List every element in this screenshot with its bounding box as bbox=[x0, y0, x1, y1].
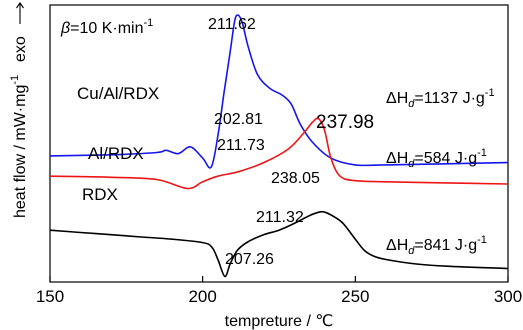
plot-frame bbox=[49, 4, 509, 283]
enthalpy-cu-al-rdx: ΔHd=1137 J·g-1 bbox=[386, 87, 495, 110]
x-axis-ticks: 150 200 250 300 bbox=[36, 276, 522, 306]
series-line-rdx bbox=[49, 210, 509, 278]
exo-label-group: exo bbox=[12, 36, 29, 62]
series-label-al-rdx: Al/RDX bbox=[88, 144, 144, 163]
exo-arrow-icon bbox=[16, 2, 24, 24]
series-label-cu-al-rdx: Cu/Al/RDX bbox=[77, 84, 159, 103]
peak-label-211-73: 211.73 bbox=[217, 137, 265, 154]
x-axis-title: tempreture / ℃ bbox=[225, 313, 334, 330]
rate-sup: -1 bbox=[144, 17, 154, 29]
peak-label-237-98: 237.98 bbox=[316, 112, 374, 133]
y-axis-title: heat flow / mW·mg-1 bbox=[9, 75, 29, 218]
series-lines bbox=[49, 14, 509, 278]
x-tick-label-150: 150 bbox=[36, 287, 64, 306]
peak-label-211-32: 211.32 bbox=[256, 209, 304, 226]
peak-label-238-05: 238.05 bbox=[271, 170, 320, 187]
beta-symbol: β bbox=[60, 20, 70, 37]
series-line-al-rdx bbox=[49, 117, 509, 190]
x-tick-label-250: 250 bbox=[341, 287, 369, 306]
rate-annotation: β=10 K·min-1 bbox=[60, 17, 153, 37]
enthalpy-al-rdx: ΔHd=584 J·g-1 bbox=[386, 147, 487, 170]
x-tick-label-200: 200 bbox=[188, 287, 216, 306]
rate-text: =10 K·min bbox=[70, 20, 143, 37]
exo-label: exo bbox=[12, 36, 29, 62]
series-label-rdx: RDX bbox=[82, 185, 118, 204]
peak-label-211-62: 211.62 bbox=[208, 16, 256, 33]
peak-label-202-81: 202.81 bbox=[214, 111, 263, 128]
peak-label-207-26: 207.26 bbox=[225, 251, 274, 268]
enthalpy-rdx: ΔHd=841 J·g-1 bbox=[386, 234, 487, 257]
series-line-cu-al-rdx bbox=[49, 14, 509, 169]
y-axis-title-group: heat flow / mW·mg-1 bbox=[9, 75, 29, 218]
x-tick-label-300: 300 bbox=[494, 287, 522, 306]
